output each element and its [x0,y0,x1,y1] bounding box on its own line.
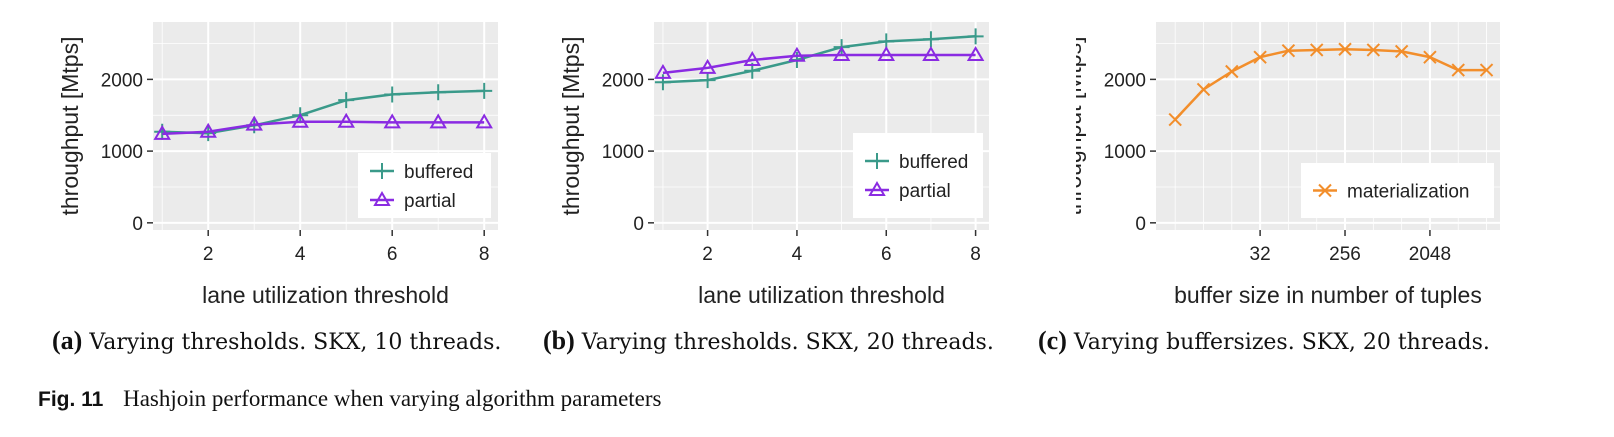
y-axis-label: throughput [Mtps] [57,37,83,216]
y-axis-label: throughput [Mtps] [558,37,584,216]
y-tick-label: 0 [633,214,644,235]
data-point-materialization [1338,42,1352,56]
x-tick-label: 32 [1250,244,1271,265]
data-point-materialization [1168,112,1182,127]
caption-b-label: (b) [543,326,575,355]
data-point-partial [788,46,806,62]
x-tick-label: 2 [203,244,214,265]
data-point-partial [429,113,447,129]
data-point-partial [743,51,762,67]
legend-marker-partial [373,191,391,206]
chart-panel-a: 0 1000 2000 2 4 6 8 lane utilization threshold t… [57,22,498,308]
y-tick-label: 1000 [1104,142,1146,163]
y-tick-label: 1000 [602,142,644,163]
x-tick-label: 8 [479,244,490,265]
data-point-buffered [476,82,493,99]
data-point-buffered [654,74,671,91]
x-axis-label: buffer size in number of tuples [1174,282,1482,308]
x-tick-label: 6 [387,244,398,265]
legend-marker-buffered [869,153,885,169]
data-point-buffered [967,28,984,45]
data-point-materialization [1281,43,1296,58]
caption-a: (a) Varying thresholds. SKX, 10 threads. [52,326,501,356]
caption-b-text: Varying thresholds. SKX, 20 threads. [581,330,994,355]
legend-marker-buffered [374,163,390,179]
y-tick-label: 2000 [1104,70,1146,91]
data-point-buffered [384,86,401,103]
series-line-partial [662,53,976,75]
y-tick-label: 2000 [101,70,143,91]
x-axis-label: lane utilization threshold [202,282,449,308]
figure-panels: 0 1000 2000 2 4 6 8 lane utilization threshold t… [57,22,1500,308]
series-line-partial [162,120,485,136]
y-tick-label: 0 [132,214,143,235]
y-tick-label: 0 [1135,214,1146,235]
x-tick-label: 6 [881,244,892,265]
x-axis-label: lane utilization threshold [698,282,945,308]
figure-caption-text: Hashjoin performance when varying algori… [123,386,662,411]
legend-marker-partial [868,181,886,196]
legend-label-buffered: buffered [899,152,968,173]
data-point-partial [199,122,217,138]
x-tick-label: 4 [295,244,306,265]
legend-label-buffered: buffered [404,162,473,183]
y-tick-label: 1000 [101,142,143,163]
legend-box [853,133,983,218]
caption-a-label: (a) [52,326,83,355]
data-point-partial [475,113,493,129]
data-point-materialization [1253,50,1267,64]
data-point-materialization [1225,64,1239,79]
y-tick-label: 2000 [602,70,644,91]
x-tick-label: 8 [970,244,981,265]
legend-box [358,153,491,218]
data-point-partial [966,46,985,61]
data-point-buffered [430,84,447,101]
data-point-buffered [922,31,939,48]
caption-b: (b) Varying thresholds. SKX, 20 threads. [543,326,994,356]
caption-a-text: Varying thresholds. SKX, 10 threads. [89,330,502,355]
data-point-partial [153,124,171,140]
data-point-materialization [1394,44,1409,59]
data-point-materialization [1479,63,1494,77]
data-point-partial [877,46,896,61]
legend-label-partial: partial [899,181,951,202]
caption-c-label: (c) [1038,326,1067,355]
data-point-partial [291,112,309,128]
data-point-materialization [1196,82,1211,97]
caption-c: (c) Varying buffersizes. SKX, 20 threads… [1038,326,1490,356]
legend-label-materialization: materialization [1347,182,1470,203]
chart-panel-c: 0 1000 2000 32 256 2048 buffer size in number … [1076,22,1500,308]
x-tick-label: 2 [702,244,713,265]
data-point-materialization [1310,43,1324,57]
data-point-partial [832,46,851,61]
data-point-partial [383,113,401,129]
caption-c-text: Varying buffersizes. SKX, 20 threads. [1073,330,1490,355]
data-point-partial [654,63,672,79]
data-point-partial [922,46,940,61]
data-point-partial [245,115,263,131]
legend-label-partial: partial [404,191,456,212]
data-point-buffered [338,92,355,109]
data-point-materialization [1366,43,1381,57]
data-point-buffered [699,72,716,89]
data-point-partial [698,58,717,74]
data-point-materialization [1451,63,1465,77]
chart-panel-b: 0 1000 2000 2 4 6 8 lane utilization threshold t… [558,22,989,308]
x-tick-label: 4 [792,244,803,265]
x-tick-label: 2048 [1409,244,1451,265]
x-tick-label: 256 [1329,244,1361,265]
figure-caption: Fig. 11 Hashjoin performance when varyin… [38,386,662,412]
data-point-materialization [1423,50,1437,64]
data-point-partial [337,112,355,128]
y-axis-label: throughput [Mtps] [1076,37,1086,216]
legend-marker-materialization [1318,183,1332,198]
figure-label: Fig. 11 [38,388,104,411]
series-line-materialization [1174,48,1487,121]
